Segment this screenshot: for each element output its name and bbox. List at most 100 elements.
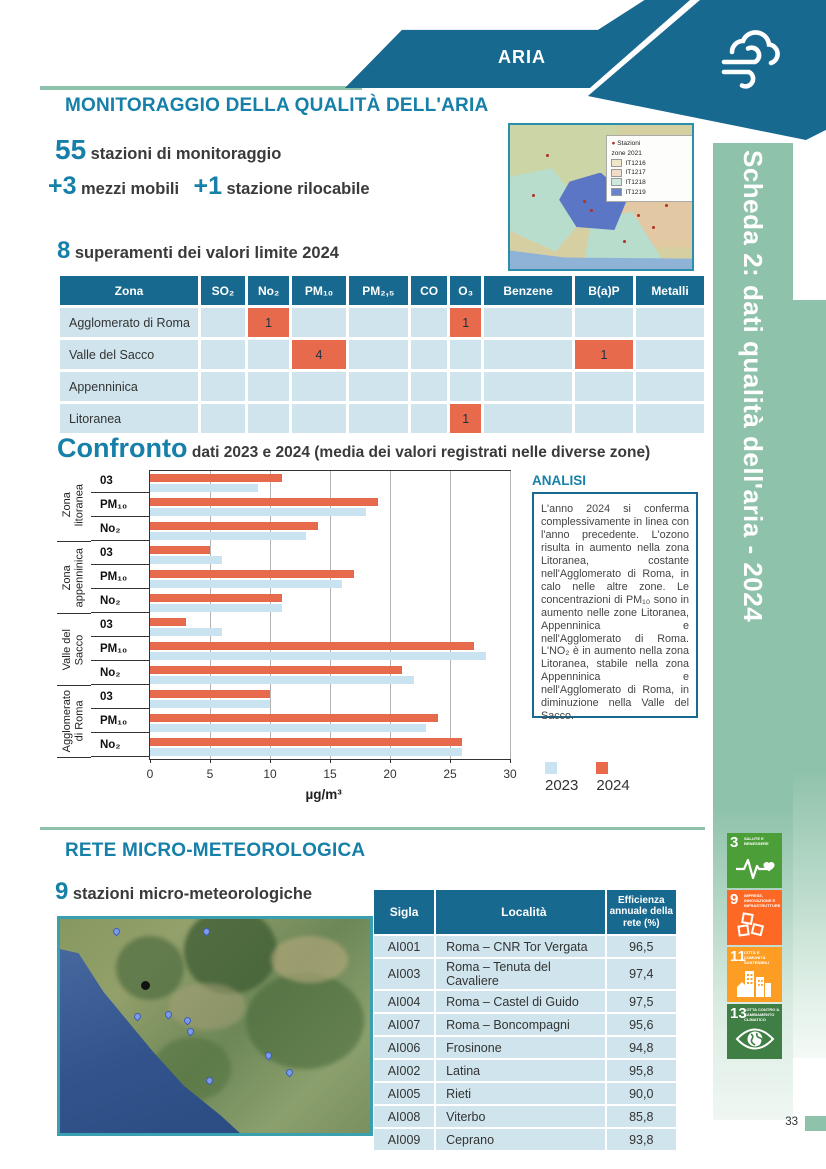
bar-2023 xyxy=(150,676,414,684)
value-cell xyxy=(484,372,572,401)
station-code: AI002 xyxy=(374,1060,435,1081)
table-row: AI003 Roma – Tenuta del Cavaliere 97,4 xyxy=(374,959,676,989)
bar-2023 xyxy=(150,748,462,756)
stations-col-header: Sigla xyxy=(374,890,435,934)
station-efficiency: 97,4 xyxy=(606,959,676,989)
sdg-number: 13 xyxy=(730,1005,747,1022)
stat-stations-label: stazioni di monitoraggio xyxy=(90,145,282,163)
station-location: Frosinone xyxy=(436,1037,605,1058)
value-cell xyxy=(247,404,290,433)
bar-2024 xyxy=(150,642,474,650)
stat-stations-value: 55 xyxy=(55,134,87,165)
axis-tick xyxy=(210,759,211,763)
table-row: Agglomerato di Roma 1 1 xyxy=(60,308,704,337)
bar-2023 xyxy=(150,532,306,540)
bar-2023 xyxy=(150,484,258,492)
value-cell xyxy=(484,308,572,337)
table-row: AI007 Roma – Boncompagni 95,6 xyxy=(374,1014,676,1035)
value-cell xyxy=(450,340,482,369)
chart-row-label: 03 xyxy=(91,542,149,565)
value-cell xyxy=(348,404,409,433)
header-divider-line xyxy=(40,86,362,90)
axis-tick xyxy=(270,759,271,763)
chart-row-label: No₂ xyxy=(91,662,149,685)
page-title: MONITORAGGIO DELLA QUALITÀ DELL'ARIA xyxy=(65,95,489,116)
stat-relocatable-label: stazione rilocabile xyxy=(226,180,370,198)
station-location: Ceprano xyxy=(436,1129,605,1150)
chart-heading: Confronto dati 2023 e 2024 (media dei va… xyxy=(57,433,650,464)
meteo-title: RETE MICRO-METEOROLOGICA xyxy=(65,840,366,861)
axis-tick-label: 25 xyxy=(443,767,457,781)
bar-2024 xyxy=(150,666,402,674)
value-cell xyxy=(247,372,290,401)
sdg-badge-13: 13 LOTTA CONTRO IL CAMBIAMENTO CLIMATICO xyxy=(727,1004,782,1059)
station-efficiency: 85,8 xyxy=(606,1106,676,1127)
value-cell xyxy=(292,308,346,337)
value-cell: 1 xyxy=(574,340,633,369)
station-location: Viterbo xyxy=(436,1106,605,1127)
page-number: 33 xyxy=(785,1116,798,1128)
value-cell: 1 xyxy=(450,404,482,433)
table-row: AI006 Frosinone 94,8 xyxy=(374,1037,676,1058)
comparison-bar-chart: Zona litoranea 03 PM₁₀ No₂ Zona appenninica 03 P… xyxy=(57,470,630,802)
axis-tick xyxy=(390,759,391,763)
axis-tick xyxy=(510,759,511,763)
sidebar-band-edge xyxy=(793,300,826,1058)
satellite-map xyxy=(57,916,373,1136)
legend-entry: 2024 xyxy=(596,760,630,794)
legend-entry: 2023 xyxy=(545,760,578,794)
value-cell: 1 xyxy=(247,308,290,337)
chart-gridline xyxy=(390,471,391,759)
sdg-badge-9: 9 IMPRESE, INNOVAZIONE E INFRASTRUTTURE xyxy=(727,890,782,945)
chart-row-label: 03 xyxy=(91,614,149,637)
bar-2024 xyxy=(150,474,282,482)
exceedances-col-header: O₃ xyxy=(450,276,482,305)
sdg-number: 3 xyxy=(730,834,739,851)
bar-2024 xyxy=(150,570,354,578)
value-cell: 1 xyxy=(450,308,482,337)
chart-gridline xyxy=(270,471,271,759)
bar-2023 xyxy=(150,628,222,636)
exceedances-col-header: PM₁₀ xyxy=(292,276,346,305)
bar-2023 xyxy=(150,604,282,612)
exceedances-col-header: Benzene xyxy=(484,276,572,305)
zone-cell: Agglomerato di Roma xyxy=(60,308,198,337)
exceedances-col-header: Zona xyxy=(60,276,198,305)
sdg-badge-11: 11 CITTÀ E COMUNITÀ SOSTENIBILI xyxy=(727,947,782,1002)
value-cell xyxy=(201,340,245,369)
value-cell xyxy=(450,372,482,401)
axis-tick-label: 30 xyxy=(503,767,517,781)
value-cell xyxy=(201,404,245,433)
stat-stations: 55 stazioni di monitoraggio xyxy=(55,134,281,166)
station-efficiency: 94,8 xyxy=(606,1037,676,1058)
station-code: AI004 xyxy=(374,991,435,1012)
station-code: AI003 xyxy=(374,959,435,989)
zone-map-legend: ● Stazioni zone 2021 IT1216 IT1217 IT1218 I… xyxy=(606,135,692,202)
bar-2024 xyxy=(150,690,270,698)
table-row: AI005 Rieti 90,0 xyxy=(374,1083,676,1104)
chart-subtitle: dati 2023 e 2024 (media dei valori regis… xyxy=(191,444,651,461)
bar-2024 xyxy=(150,522,318,530)
sdg-number: 9 xyxy=(730,891,739,908)
axis-tick xyxy=(450,759,451,763)
axis-tick xyxy=(330,759,331,763)
chart-row-label: No₂ xyxy=(91,590,149,613)
stat-exceedances: 8 superamenti dei valori limite 2024 xyxy=(57,237,339,265)
sdg-title: IMPRESE, INNOVAZIONE E INFRASTRUTTURE xyxy=(744,893,781,908)
stat-mobile-label: mezzi mobili xyxy=(80,180,180,198)
station-code: AI009 xyxy=(374,1129,435,1150)
chart-gridline xyxy=(450,471,451,759)
sdg-number: 11 xyxy=(730,948,746,965)
table-row: AI001 Roma – CNR Tor Vergata 96,5 xyxy=(374,936,676,957)
sdg-title: SALUTE E BENESSERE xyxy=(744,836,769,846)
chart-row-label: 03 xyxy=(91,470,149,493)
bar-2024 xyxy=(150,546,210,554)
chart-zone-label: Agglomerato di Roma xyxy=(57,686,91,758)
table-row: Litoranea 1 xyxy=(60,404,704,433)
value-cell xyxy=(201,308,245,337)
zone-map: ● Stazioni zone 2021 IT1216 IT1217 IT1218 I… xyxy=(508,123,694,271)
bar-2024 xyxy=(150,738,462,746)
sdg-title: LOTTA CONTRO IL CAMBIAMENTO CLIMATICO xyxy=(744,1007,780,1022)
exceedances-col-header: SO₂ xyxy=(201,276,245,305)
exceedances-col-header: CO xyxy=(411,276,448,305)
